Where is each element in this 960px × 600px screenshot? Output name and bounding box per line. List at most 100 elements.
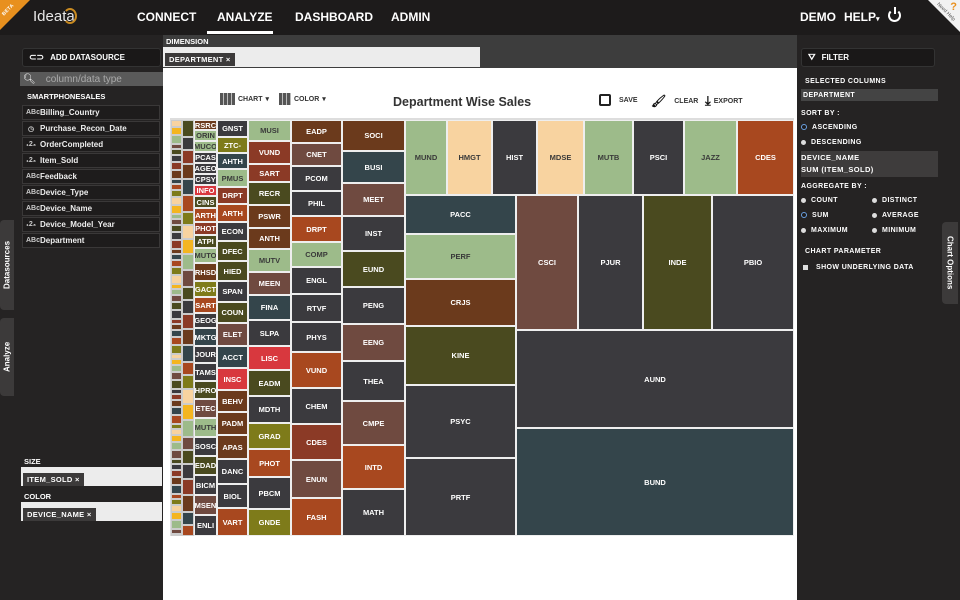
treemap-tile-info[interactable]: INFO xyxy=(194,185,217,196)
treemap-tile-coun[interactable]: COUN xyxy=(217,302,248,323)
treemap-tile-inst[interactable]: INST xyxy=(342,216,405,251)
treemap-minor-tile[interactable] xyxy=(171,450,182,459)
field-billing-country[interactable]: ABc Billing_Country xyxy=(22,105,160,120)
filter-button[interactable]: ⛛ FILTER xyxy=(801,48,935,67)
treemap-minor-tile[interactable] xyxy=(171,232,182,240)
nav-analyze[interactable]: ANALYZE xyxy=(217,10,273,24)
export-button[interactable]: ⤓ EXPORT xyxy=(705,93,743,109)
treemap-tile-cdes[interactable]: CDES xyxy=(737,120,794,195)
treemap-minor-tile[interactable] xyxy=(171,219,182,225)
treemap-tile-elet[interactable]: ELET xyxy=(217,323,248,346)
treemap-minor-tile[interactable] xyxy=(171,120,182,127)
treemap-minor-tile[interactable] xyxy=(171,284,182,289)
treemap-tile-mdse[interactable]: MDSE xyxy=(537,120,584,195)
treemap-tile-math[interactable]: MATH xyxy=(342,489,405,536)
treemap-tile-mktg[interactable]: MKTG xyxy=(194,328,217,346)
treemap-tile-sosc[interactable]: SOSC xyxy=(194,437,217,456)
treemap-tile-pmus[interactable]: PMUS xyxy=(217,169,248,187)
treemap-minor-tile[interactable] xyxy=(171,225,182,232)
tab-chart-options[interactable]: Chart Options xyxy=(942,222,958,304)
treemap-tile-mutb[interactable]: MUTB xyxy=(584,120,633,195)
treemap-tile-behv[interactable]: BEHV xyxy=(217,390,248,412)
treemap-tile-lisc[interactable]: LISC xyxy=(248,346,291,370)
treemap-tile-danc[interactable]: DANC xyxy=(217,459,248,484)
treemap-tile-thea[interactable]: THEA xyxy=(342,361,405,401)
treemap-tile-ahth[interactable]: AHTH xyxy=(217,153,248,169)
treemap-minor-tile[interactable] xyxy=(182,270,194,287)
nav-connect[interactable]: CONNECT xyxy=(137,10,197,24)
treemap-minor-tile[interactable] xyxy=(171,365,182,372)
treemap-minor-tile[interactable] xyxy=(171,330,182,337)
treemap-minor-tile[interactable] xyxy=(182,512,194,525)
treemap-minor-tile[interactable] xyxy=(182,329,194,345)
treemap-minor-tile[interactable] xyxy=(182,525,194,536)
treemap-tile-pbcm[interactable]: PBCM xyxy=(248,477,291,509)
treemap-tile-insc[interactable]: INSC xyxy=(217,368,248,390)
treemap-tile-bund[interactable]: BUND xyxy=(516,428,794,536)
treemap-minor-tile[interactable] xyxy=(182,345,194,362)
user-menu[interactable]: DEMO xyxy=(800,10,836,24)
treemap-minor-tile[interactable] xyxy=(171,254,182,260)
treemap-tile-gnde[interactable]: GNDE xyxy=(248,509,291,536)
treemap-minor-tile[interactable] xyxy=(171,389,182,394)
treemap-minor-tile[interactable] xyxy=(171,155,182,162)
treemap-minor-tile[interactable] xyxy=(171,534,182,536)
treemap-tile-cdes[interactable]: CDES xyxy=(291,424,342,460)
treemap-tile-eeng[interactable]: EENG xyxy=(342,324,405,361)
treemap-tile-comp[interactable]: COMP xyxy=(291,242,342,267)
field-ordercompleted[interactable]: ₁2₃ OrderCompleted xyxy=(22,137,160,152)
treemap-tile-rhsd[interactable]: RHSD xyxy=(194,263,217,281)
treemap-tile-msen[interactable]: MSEN xyxy=(194,495,217,515)
treemap-tile-grad[interactable]: GRAD xyxy=(248,423,291,449)
treemap-minor-tile[interactable] xyxy=(171,214,182,219)
treemap-minor-tile[interactable] xyxy=(171,205,182,214)
treemap-tile-inde[interactable]: INDE xyxy=(643,195,712,330)
treemap-tile-pswr[interactable]: PSWR xyxy=(248,205,291,228)
save-button[interactable]: SAVE xyxy=(599,94,638,106)
aggregate-count[interactable]: COUNT xyxy=(801,195,867,205)
measure-box[interactable] xyxy=(801,151,938,177)
treemap-minor-tile[interactable] xyxy=(171,170,182,179)
treemap-tile-enli[interactable]: ENLI xyxy=(194,515,217,536)
treemap-minor-tile[interactable] xyxy=(171,162,182,170)
treemap-minor-tile[interactable] xyxy=(171,354,182,359)
treemap-tile-recr[interactable]: RECR xyxy=(248,182,291,205)
treemap-tile-muco[interactable]: MUCO xyxy=(194,141,217,152)
add-datasource-button[interactable]: ⊂⊃ ADD DATASOURCE xyxy=(22,48,161,67)
treemap-tile-perf[interactable]: PERF xyxy=(405,234,516,279)
treemap-minor-tile[interactable] xyxy=(182,239,194,254)
treemap-minor-tile[interactable] xyxy=(182,179,194,195)
treemap-tile-intd[interactable]: INTD xyxy=(342,445,405,489)
treemap-tile-sart[interactable]: SART xyxy=(248,164,291,182)
treemap-tile-gnst[interactable]: GNST xyxy=(217,120,248,137)
treemap-tile-phot[interactable]: PHOT xyxy=(194,222,217,235)
aggregate-average[interactable]: AVERAGE xyxy=(872,210,938,220)
sort-ascending[interactable]: ASCENDING xyxy=(801,122,938,132)
treemap-tile-acct[interactable]: ACCT xyxy=(217,346,248,368)
treemap-tile-phys[interactable]: PHYS xyxy=(291,322,342,352)
treemap-minor-tile[interactable] xyxy=(182,404,194,420)
treemap-minor-tile[interactable] xyxy=(171,302,182,310)
treemap-minor-tile[interactable] xyxy=(171,144,182,149)
treemap-tile-fina[interactable]: FINA xyxy=(248,295,291,320)
treemap-minor-tile[interactable] xyxy=(171,319,182,324)
treemap-minor-tile[interactable] xyxy=(171,424,182,429)
treemap-tile-arth[interactable]: ARTH xyxy=(194,208,217,222)
treemap-tile-hpro[interactable]: HPRO xyxy=(194,381,217,399)
treemap-tile-meen[interactable]: MEEN xyxy=(248,272,291,295)
treemap-minor-tile[interactable] xyxy=(171,464,182,470)
dimension-chip[interactable]: DEPARTMENT × xyxy=(165,53,235,66)
nav-admin[interactable]: ADMIN xyxy=(391,10,431,24)
treemap-minor-tile[interactable] xyxy=(171,429,182,435)
color-chip[interactable]: DEVICE_NAME × xyxy=(23,508,96,521)
treemap-minor-tile[interactable] xyxy=(171,240,182,249)
treemap-minor-tile[interactable] xyxy=(182,120,194,137)
treemap-tile-geog[interactable]: GEOG xyxy=(194,313,217,328)
treemap-minor-tile[interactable] xyxy=(182,137,194,150)
treemap-tile-psci[interactable]: PSCI xyxy=(633,120,684,195)
field-purchase-recon-date[interactable]: ◷ Purchase_Recon_Date xyxy=(22,121,160,136)
treemap-minor-tile[interactable] xyxy=(171,127,182,135)
treemap-tile-chem[interactable]: CHEM xyxy=(291,388,342,424)
treemap-tile-etec[interactable]: ETEC xyxy=(194,399,217,418)
dimension-shelf[interactable]: DEPARTMENT × xyxy=(163,47,480,67)
